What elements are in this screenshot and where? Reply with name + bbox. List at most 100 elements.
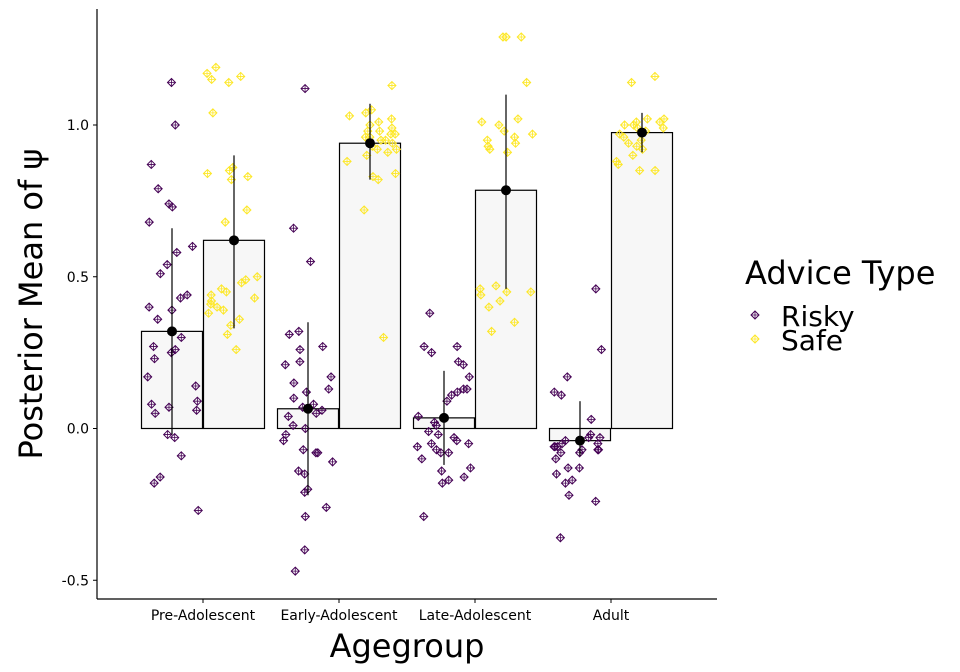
data-point	[193, 505, 203, 516]
data-point	[146, 399, 157, 409]
data-point	[203, 308, 214, 318]
data-point	[491, 281, 501, 291]
y-tick-label: -0.5	[62, 573, 89, 589]
data-point	[476, 290, 486, 300]
data-point	[305, 256, 316, 267]
data-point	[567, 475, 577, 485]
data-point	[288, 223, 299, 233]
data-point	[574, 463, 585, 473]
data-point	[458, 384, 469, 394]
data-point	[551, 454, 561, 464]
data-point	[378, 332, 389, 343]
data-point	[308, 399, 319, 409]
data-point	[484, 302, 494, 312]
data-point	[218, 305, 229, 315]
data-point	[650, 165, 660, 176]
data-point	[372, 144, 383, 154]
data-point	[452, 387, 463, 397]
data-point	[433, 429, 443, 440]
data-point	[485, 144, 495, 154]
data-point	[590, 496, 601, 507]
data-point	[459, 472, 469, 482]
data-point	[499, 126, 509, 136]
data-point	[431, 420, 442, 431]
data-point	[628, 150, 638, 161]
data-point	[175, 293, 186, 303]
data-point	[283, 411, 294, 422]
mean-point	[167, 326, 177, 337]
data-point	[284, 329, 295, 340]
legend-label-safe: Safe	[781, 324, 843, 357]
data-point	[182, 290, 192, 300]
data-point	[170, 120, 180, 130]
data-point	[166, 347, 177, 358]
data-point	[563, 463, 573, 473]
data-point	[526, 287, 536, 297]
data-point	[626, 77, 637, 88]
data-point	[623, 138, 634, 148]
data-point	[211, 62, 221, 73]
data-point	[495, 296, 505, 306]
data-point	[150, 408, 160, 419]
data-point	[366, 105, 377, 115]
legend-key-risky	[750, 310, 760, 320]
data-point	[153, 184, 163, 194]
data-point	[148, 341, 159, 352]
data-point	[634, 165, 645, 176]
data-point	[486, 326, 497, 337]
data-point	[613, 159, 623, 170]
data-point	[298, 445, 308, 455]
data-point	[527, 129, 538, 139]
data-point	[513, 114, 523, 124]
data-point	[342, 156, 352, 167]
data-point	[423, 426, 434, 437]
data-point	[436, 466, 447, 476]
data-point	[235, 71, 246, 82]
data-point	[502, 147, 513, 158]
data-point	[166, 77, 177, 88]
data-point	[311, 408, 321, 419]
data-point	[509, 317, 520, 327]
data-point	[321, 502, 331, 513]
data-point	[252, 272, 262, 282]
data-point	[155, 269, 166, 279]
data-point	[413, 411, 424, 422]
data-point	[417, 454, 427, 464]
data-point	[556, 390, 567, 400]
mean-point	[439, 412, 449, 423]
data-point	[464, 372, 474, 382]
data-point	[494, 120, 504, 130]
data-point	[386, 129, 396, 139]
data-point	[242, 205, 252, 215]
data-point	[391, 144, 402, 154]
x-tick-label: Late-Adolescent	[419, 608, 532, 624]
data-point	[596, 344, 607, 355]
data-point	[278, 435, 289, 446]
data-point	[144, 217, 154, 227]
data-point	[380, 135, 391, 145]
data-point	[591, 284, 601, 294]
data-point	[510, 138, 521, 148]
data-point	[295, 344, 305, 355]
data-point	[562, 372, 572, 382]
data-point	[317, 405, 327, 415]
data-point	[642, 114, 653, 124]
data-point	[361, 108, 371, 118]
data-point	[344, 111, 355, 121]
data-point	[170, 432, 180, 443]
data-point	[327, 457, 338, 467]
data-point	[208, 108, 218, 118]
data-point	[359, 205, 369, 215]
data-point	[144, 302, 154, 312]
data-point	[619, 120, 630, 130]
data-point	[458, 360, 469, 370]
data-point	[556, 448, 566, 458]
data-point	[295, 357, 305, 367]
data-point	[593, 445, 604, 455]
data-point	[221, 287, 232, 297]
data-point	[300, 545, 310, 555]
data-point	[224, 77, 234, 88]
data-point	[216, 284, 227, 294]
data-point	[560, 478, 571, 488]
